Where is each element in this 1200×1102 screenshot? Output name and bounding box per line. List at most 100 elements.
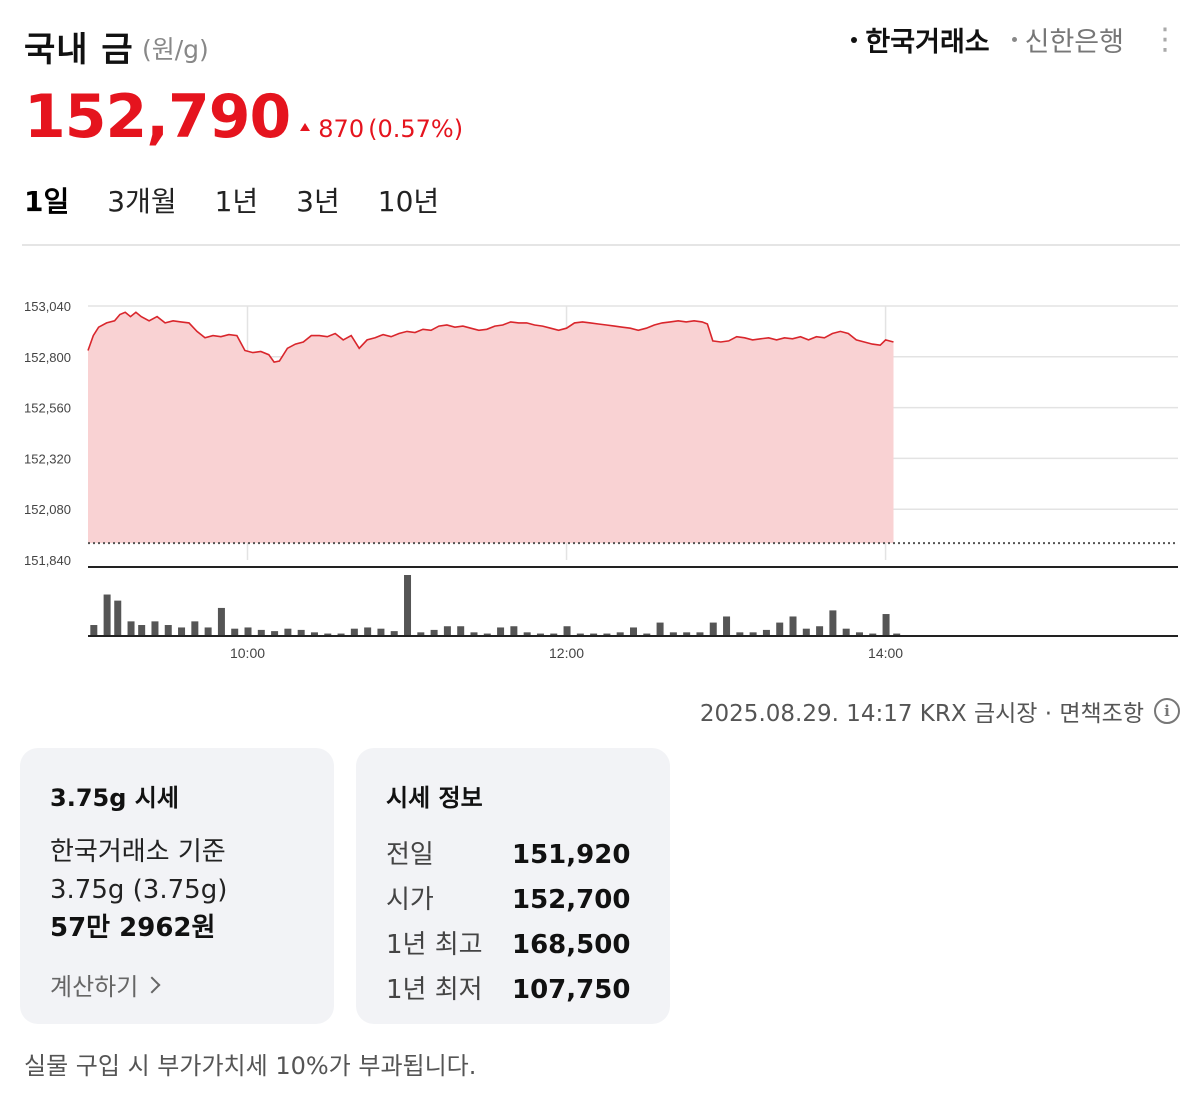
volume-bar xyxy=(191,621,199,636)
volume-bar xyxy=(244,627,252,636)
more-options-icon[interactable]: ⋮ xyxy=(1150,21,1180,57)
volume-bar xyxy=(643,633,651,636)
price-row: 152,790 870 (0.57%) xyxy=(24,82,463,152)
gram-card-title: 3.75g 시세 xyxy=(50,784,179,812)
change-percent: (0.57%) xyxy=(368,115,464,143)
volume-bar xyxy=(590,633,598,636)
volume-bar xyxy=(893,633,901,636)
volume-bar xyxy=(310,632,318,636)
volume-bar xyxy=(842,628,850,636)
volume-bar xyxy=(178,627,186,636)
gram-amount: 57만 2962원 xyxy=(50,913,216,943)
y-tick-label: 152,320 xyxy=(24,451,71,466)
change-amount: 870 xyxy=(318,115,365,143)
volume-bar xyxy=(802,628,810,636)
volume-bar xyxy=(776,622,784,636)
stat-value: 107,750 xyxy=(512,975,631,1005)
volume-bar xyxy=(271,631,279,636)
bullet-icon xyxy=(851,36,858,43)
divider xyxy=(22,244,1180,246)
volume-bar xyxy=(630,627,637,636)
calculate-button[interactable]: 계산하기 xyxy=(50,967,304,1002)
volume-bar xyxy=(563,626,571,636)
info-card-title: 시세 정보 xyxy=(386,784,483,812)
volume-bar xyxy=(816,626,824,636)
volume-bar xyxy=(829,610,837,636)
volume-bar xyxy=(696,632,704,636)
volume-bar xyxy=(709,622,717,636)
gram-weight: 3.75g (3.75g) xyxy=(50,875,228,905)
current-price: 152,790 xyxy=(24,82,291,152)
source-krx[interactable]: 한국거래소 xyxy=(851,20,990,59)
header: 국내 금 (원/g) 한국거래소 신한은행 ⋮ xyxy=(24,14,1180,70)
y-tick-label: 152,560 xyxy=(24,401,71,416)
volume-bar xyxy=(390,631,398,636)
volume-bar xyxy=(536,633,544,636)
timestamp: 2025.08.29. 14:17 KRX 금시장 · 면책조항 xyxy=(699,701,1144,727)
volume-bar xyxy=(603,633,611,636)
volume-bar xyxy=(470,632,478,636)
volume-bar xyxy=(231,628,239,636)
page-title: 국내 금 xyxy=(24,30,134,70)
price-info-card: 시세 정보 전일 151,920 시가 152,700 1년 최고 168,50… xyxy=(356,748,670,1024)
volume-bar xyxy=(510,626,518,636)
tab-3y[interactable]: 3년 xyxy=(296,185,340,218)
stat-row: 전일 151,920 xyxy=(386,833,640,878)
volume-bar xyxy=(457,626,465,636)
y-tick-label: 152,080 xyxy=(24,502,71,517)
gram-price-card: 3.75g 시세 한국거래소 기준 3.75g (3.75g) 57만 2962… xyxy=(20,748,334,1024)
stat-label: 1년 최고 xyxy=(386,930,483,960)
tab-1y[interactable]: 1년 xyxy=(214,185,259,218)
tab-1d[interactable]: 1일 xyxy=(24,185,70,218)
stat-label: 시가 xyxy=(386,885,434,915)
volume-bar xyxy=(736,632,744,636)
source-shinhan-label: 신한은행 xyxy=(1024,27,1124,58)
price-change: 870 (0.57%) xyxy=(300,115,463,143)
x-tick-label: 10:00 xyxy=(230,645,265,661)
calculate-label: 계산하기 xyxy=(50,973,139,1001)
info-icon[interactable]: i xyxy=(1154,698,1180,724)
stat-label: 1년 최저 xyxy=(386,975,483,1005)
volume-bar xyxy=(417,632,425,636)
stat-row: 1년 최저 107,750 xyxy=(386,968,640,1013)
source-krx-label: 한국거래소 xyxy=(865,27,990,58)
stat-row: 1년 최고 168,500 xyxy=(386,923,640,968)
volume-bar xyxy=(789,616,797,636)
tab-3m[interactable]: 3개월 xyxy=(107,185,177,218)
stat-label: 전일 xyxy=(386,840,434,870)
volume-bar xyxy=(337,633,345,636)
period-tabs: 1일 3개월 1년 3년 10년 xyxy=(24,180,439,220)
volume-bar xyxy=(523,632,531,636)
volume-bar xyxy=(683,632,691,636)
price-chart[interactable]: 153,040 152,800 152,560 152,320 152,080 151,8… xyxy=(0,280,1200,670)
volume-bar xyxy=(114,600,122,636)
source-shinhan[interactable]: 신한은행 xyxy=(1011,20,1124,59)
volume-bar xyxy=(430,629,438,636)
volume-bar xyxy=(350,628,358,636)
price-area-fill xyxy=(88,312,894,544)
stat-row: 시가 152,700 xyxy=(386,878,640,923)
volume-bar xyxy=(151,621,159,636)
volume-bar xyxy=(497,627,505,636)
volume-bar xyxy=(869,633,877,636)
price-line xyxy=(87,311,894,363)
volume-bar xyxy=(284,628,292,636)
tab-10y[interactable]: 10년 xyxy=(377,185,440,218)
x-axis-ticks: 10:00 12:00 14:00 xyxy=(230,645,903,661)
volume-bar xyxy=(364,627,372,636)
volume-bar xyxy=(324,633,332,636)
volume-bar xyxy=(404,575,412,636)
source-selector: 한국거래소 신한은행 ⋮ xyxy=(851,20,1180,59)
y-tick-label: 152,800 xyxy=(24,350,71,365)
chevron-right-icon xyxy=(143,976,161,993)
volume-bar xyxy=(855,632,863,636)
volume-bar xyxy=(616,632,624,636)
up-triangle-icon xyxy=(300,123,311,131)
y-tick-label: 153,040 xyxy=(24,299,71,314)
volume-bar xyxy=(656,622,664,636)
volume-bar xyxy=(762,629,770,636)
volume-bar xyxy=(138,625,146,636)
y-axis-ticks: 153,040 152,800 152,560 152,320 152,080 151,8… xyxy=(24,299,71,568)
volume-bar xyxy=(90,625,98,636)
stat-value: 151,920 xyxy=(512,840,631,870)
